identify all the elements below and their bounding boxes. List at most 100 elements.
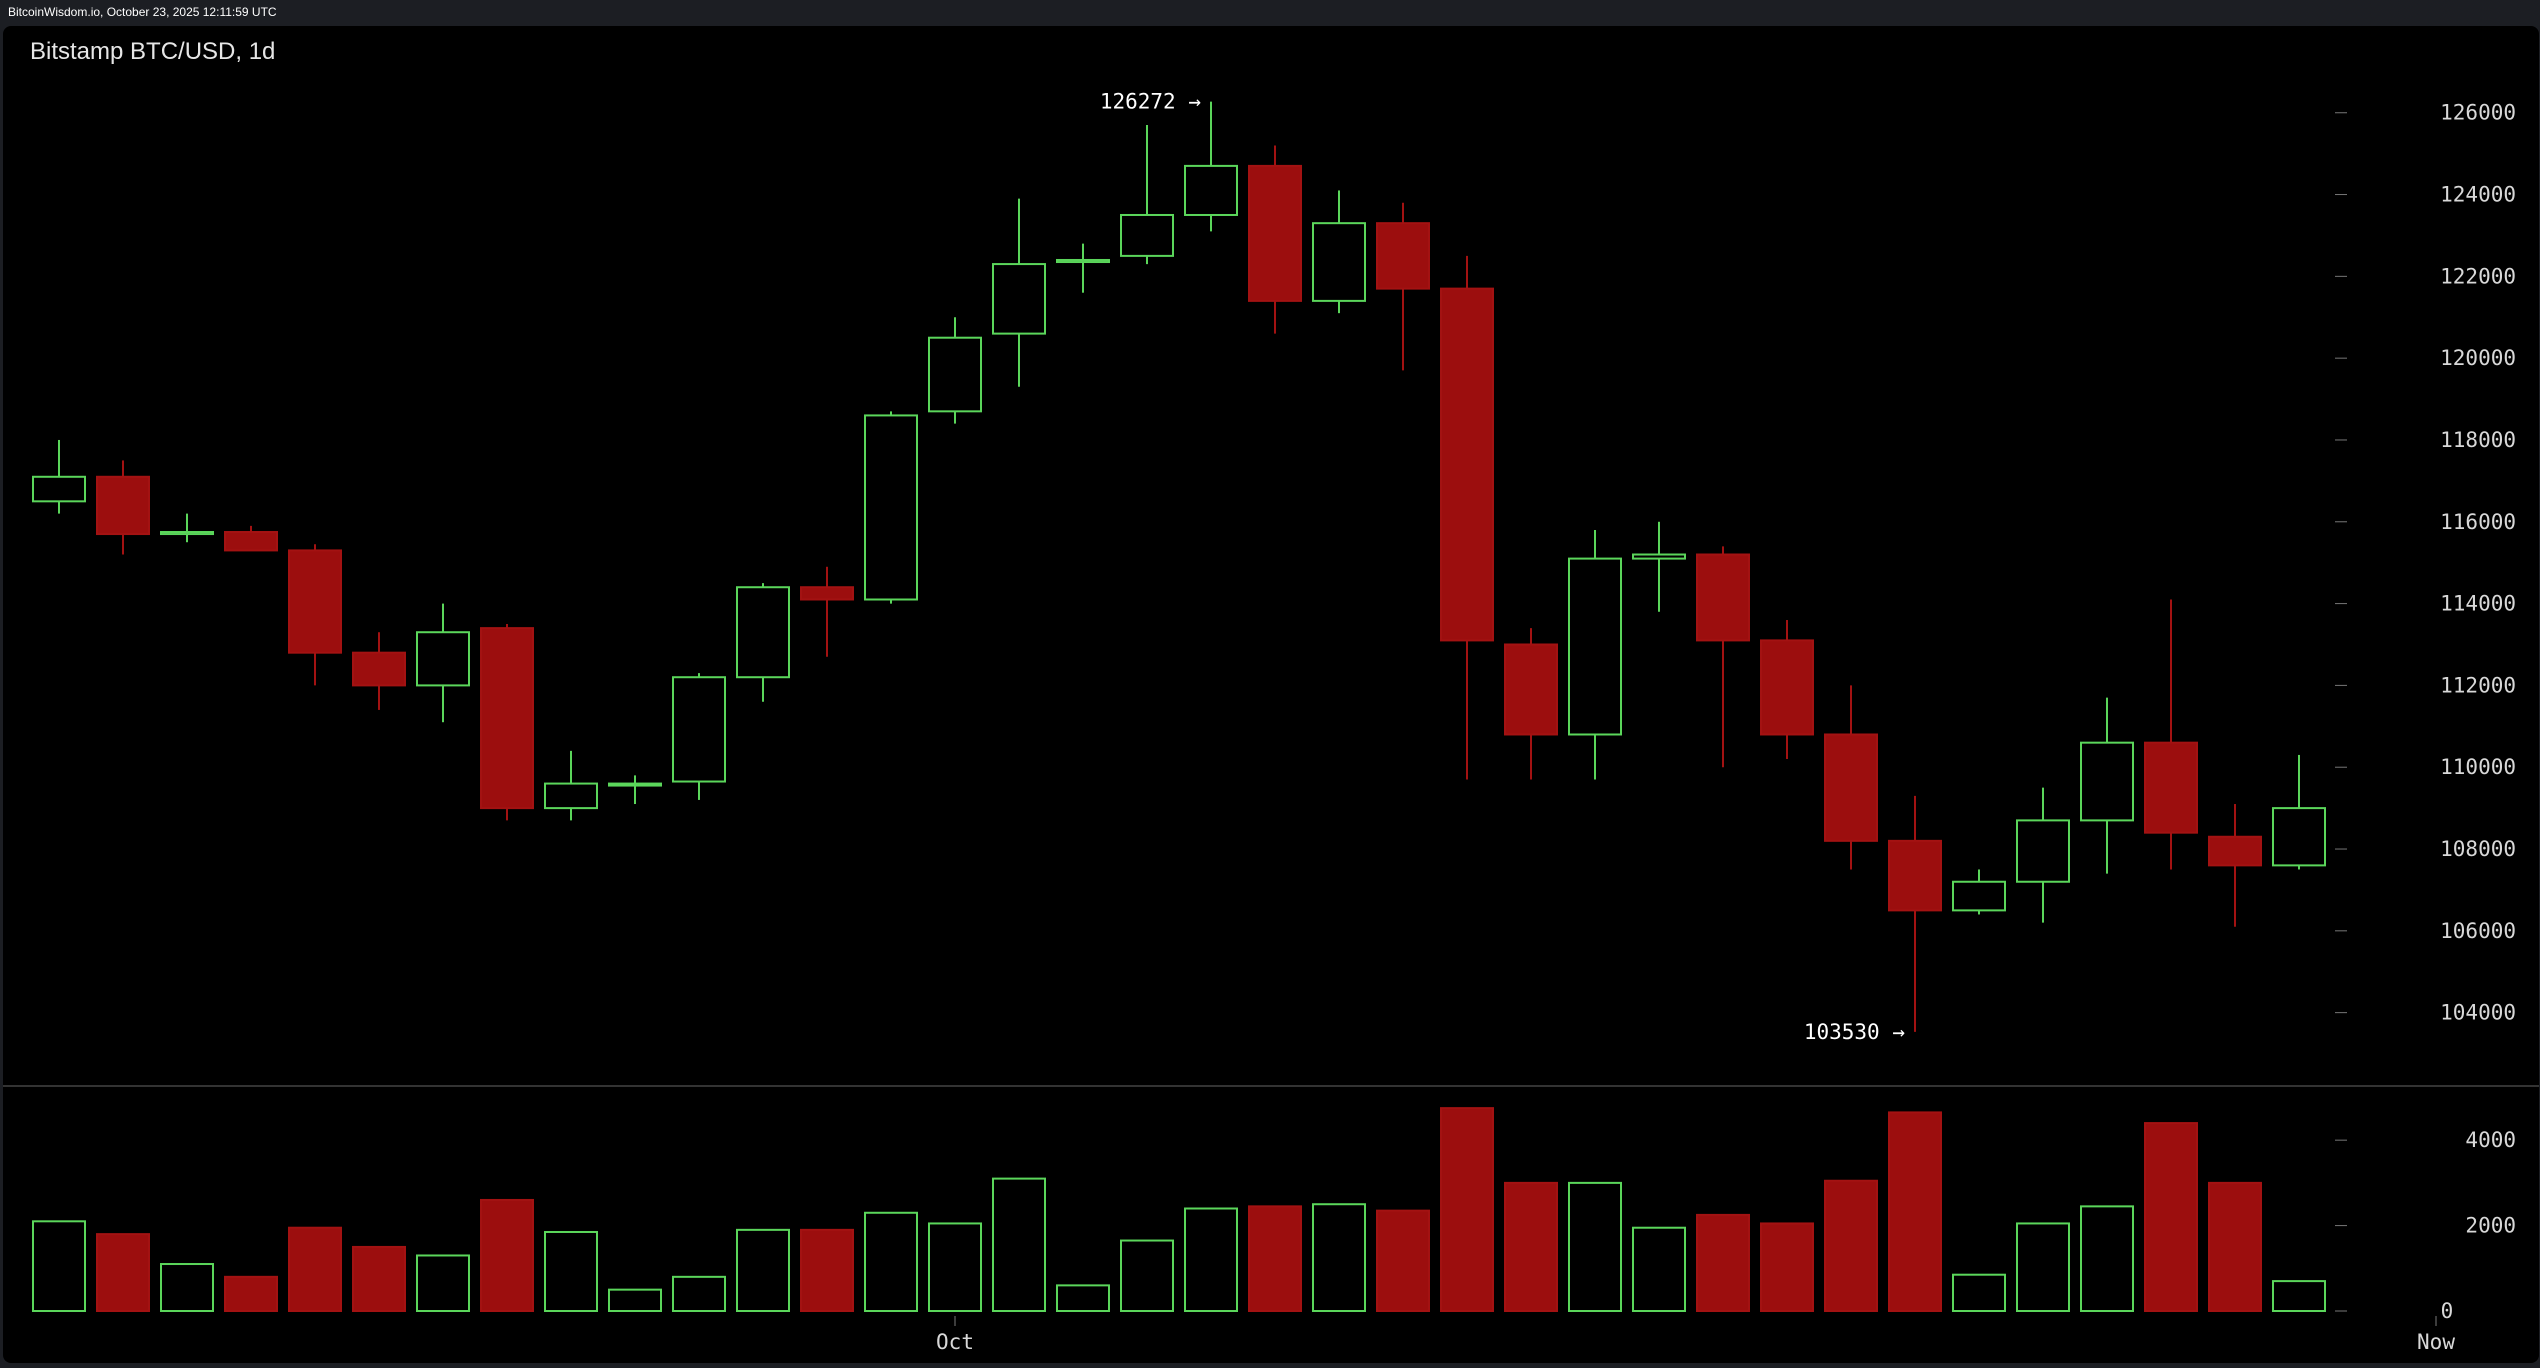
volume-bar-up bbox=[1056, 1284, 1110, 1312]
candle-up bbox=[864, 411, 918, 604]
candle-up bbox=[2080, 697, 2134, 874]
volume-bar-up bbox=[1184, 1207, 1238, 1312]
candle-body bbox=[1824, 733, 1878, 842]
candle-body bbox=[1184, 164, 1238, 216]
candle-body bbox=[416, 631, 470, 687]
candle-up bbox=[1056, 243, 1110, 293]
candle-body bbox=[1760, 639, 1814, 736]
price-axis: 104000 106000 108000 110000 112000 114000 1160… bbox=[2335, 101, 2516, 1025]
candle-body bbox=[608, 782, 662, 787]
candle-body bbox=[352, 651, 406, 687]
volume-bar-down bbox=[1440, 1107, 1494, 1312]
volume-bar-down bbox=[352, 1245, 406, 1312]
volume-bar-up bbox=[992, 1177, 1046, 1312]
candle-up bbox=[1184, 101, 1238, 232]
candle-up bbox=[928, 317, 982, 424]
candle-down bbox=[352, 632, 406, 710]
volume-bar-down bbox=[1504, 1181, 1558, 1312]
price-tick-label: 126000 bbox=[2440, 101, 2516, 125]
candle-body bbox=[672, 676, 726, 783]
candle-body bbox=[736, 586, 790, 679]
candle-down bbox=[1504, 628, 1558, 780]
candle-body bbox=[224, 531, 278, 552]
candle-body bbox=[32, 475, 86, 503]
price-tick-label: 122000 bbox=[2440, 264, 2516, 288]
candle-body bbox=[992, 263, 1046, 335]
candle-body bbox=[928, 336, 982, 413]
candle-up bbox=[32, 439, 86, 514]
volume-bar-down bbox=[224, 1275, 278, 1313]
volume-tick-label: 4000 bbox=[2465, 1128, 2516, 1152]
volume-bar-up bbox=[160, 1263, 214, 1313]
candle-up bbox=[544, 750, 598, 821]
price-tick-label: 106000 bbox=[2440, 919, 2516, 943]
candle-down bbox=[800, 566, 854, 657]
candle-body bbox=[800, 586, 854, 601]
candle-up bbox=[736, 583, 790, 702]
candle-body bbox=[1504, 643, 1558, 736]
volume-bar-down bbox=[2144, 1122, 2198, 1313]
price-tick-label: 112000 bbox=[2440, 673, 2516, 697]
candle-down bbox=[480, 624, 534, 821]
volume-bars bbox=[32, 1107, 2326, 1313]
volume-bar-down bbox=[1376, 1209, 1430, 1312]
candle-down bbox=[2144, 599, 2198, 870]
candle-body bbox=[1376, 222, 1430, 290]
candle-up bbox=[1312, 190, 1366, 314]
candle-body bbox=[1120, 213, 1174, 257]
volume-bar-down bbox=[800, 1228, 854, 1312]
candle-body bbox=[1888, 839, 1942, 912]
candle-body bbox=[288, 549, 342, 654]
candle-down bbox=[1248, 145, 1302, 334]
candle-body bbox=[864, 414, 918, 601]
volume-bar-up bbox=[608, 1288, 662, 1313]
price-tick-label: 124000 bbox=[2440, 183, 2516, 207]
candle-body bbox=[1312, 222, 1366, 302]
volume-bar-down bbox=[1760, 1222, 1814, 1312]
volume-bar-up bbox=[928, 1222, 982, 1312]
candle-up bbox=[416, 603, 470, 723]
volume-bar-up bbox=[32, 1220, 86, 1312]
time-axis: Oct Now bbox=[936, 1316, 2455, 1354]
candle-body bbox=[2208, 835, 2262, 867]
price-tick-label: 108000 bbox=[2440, 837, 2516, 861]
volume-bar-up bbox=[736, 1228, 790, 1312]
candle-body bbox=[1632, 553, 1686, 560]
volume-bar-up bbox=[1632, 1226, 1686, 1312]
candle-body bbox=[2016, 819, 2070, 883]
volume-bar-up bbox=[1120, 1239, 1174, 1312]
candlestick-chart[interactable]: 104000 106000 108000 110000 112000 114000 1160… bbox=[3, 26, 2539, 1363]
extreme-price-label: 126272 → bbox=[1100, 90, 1201, 114]
candle-up bbox=[1952, 869, 2006, 915]
volume-bar-up bbox=[2016, 1222, 2070, 1312]
candle-down bbox=[1888, 795, 1942, 1032]
chart-frame[interactable]: Bitstamp BTC/USD, 1d 104000 106000 108000 1… bbox=[3, 26, 2539, 1363]
candle-body bbox=[1248, 164, 1302, 302]
price-tick-label: 114000 bbox=[2440, 592, 2516, 616]
price-tick-label: 116000 bbox=[2440, 510, 2516, 534]
volume-bar-down bbox=[1696, 1213, 1750, 1312]
candle-down bbox=[2208, 804, 2262, 927]
candle-body bbox=[1440, 287, 1494, 642]
candle-up bbox=[1632, 521, 1686, 612]
extreme-price-label: 103530 → bbox=[1804, 1020, 1905, 1044]
chart-title: Bitstamp BTC/USD, 1d bbox=[30, 38, 276, 65]
volume-bar-up bbox=[544, 1230, 598, 1313]
volume-bar-down bbox=[480, 1198, 534, 1313]
candle-body bbox=[2272, 807, 2326, 867]
annotations: 126272 → 103530 → bbox=[1100, 90, 1905, 1044]
candle-body bbox=[2080, 741, 2134, 822]
header-text: BitcoinWisdom.io, October 23, 2025 12:11… bbox=[8, 5, 277, 19]
candle-up bbox=[160, 513, 214, 543]
time-tick-label: Now bbox=[2417, 1330, 2455, 1354]
candle-up bbox=[2272, 754, 2326, 870]
candle-up bbox=[992, 198, 1046, 387]
price-tick-label: 120000 bbox=[2440, 346, 2516, 370]
price-tick-label: 118000 bbox=[2440, 428, 2516, 452]
volume-bar-up bbox=[2272, 1280, 2326, 1312]
candle-down bbox=[224, 525, 278, 552]
candle-up bbox=[672, 673, 726, 800]
volume-bar-up bbox=[1568, 1181, 1622, 1312]
price-tick-label: 104000 bbox=[2440, 1001, 2516, 1025]
candle-down bbox=[96, 460, 150, 555]
